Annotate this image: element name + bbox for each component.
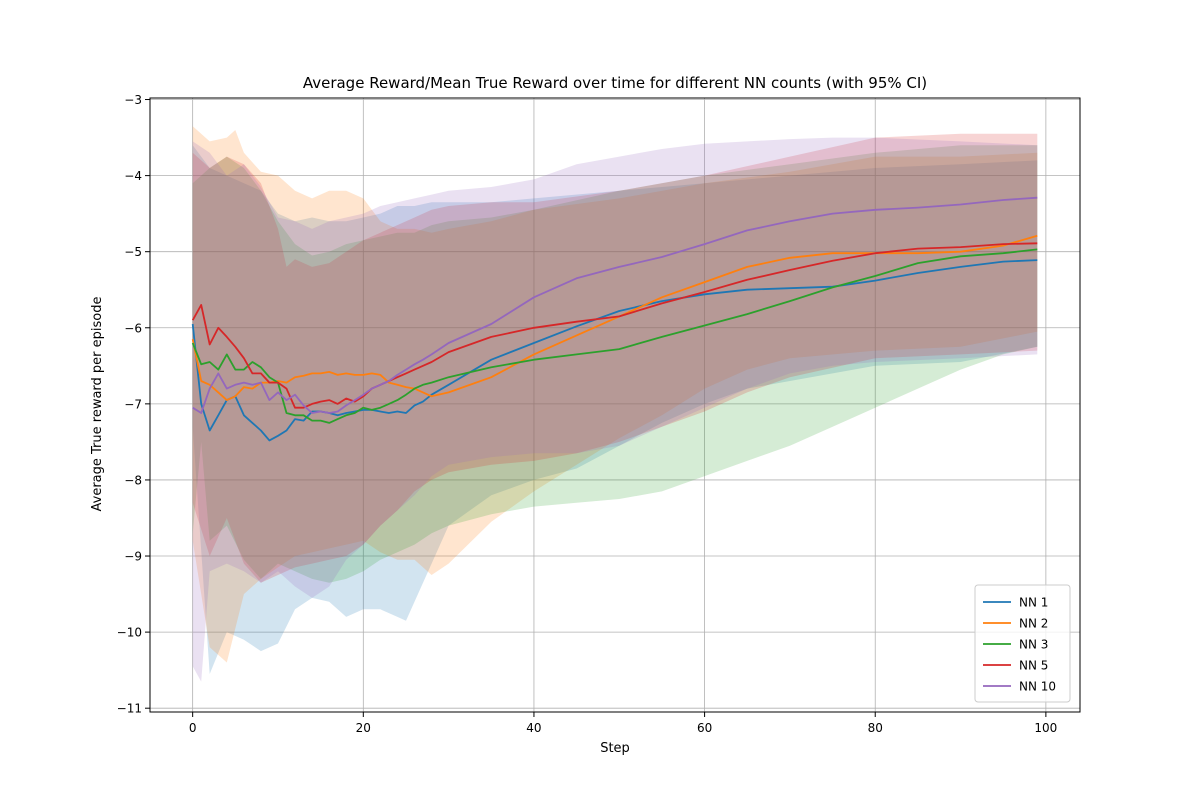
y-tick-label: −7 xyxy=(124,397,142,411)
ci-band-nn-1 xyxy=(192,145,1038,674)
y-tick-label: −3 xyxy=(124,93,142,107)
x-tick-label: 100 xyxy=(1034,721,1057,735)
axis-ticks: 0 20 40 60 80 100 −11 −10 −9 −8 −7 −6 −5 −4 −3 xyxy=(117,93,1058,735)
grid xyxy=(150,98,1080,712)
chart-title: Average Reward/Mean True Reward over tim… xyxy=(303,74,927,92)
series-line-nn-1 xyxy=(191,259,1038,442)
ci-band-nn-5 xyxy=(192,133,1038,583)
x-tick-label: 80 xyxy=(868,721,883,735)
ci-band-nn-2 xyxy=(192,126,1038,663)
legend-label: NN 5 xyxy=(1019,659,1048,673)
y-tick-label: −11 xyxy=(117,702,142,716)
y-tick-label: −5 xyxy=(124,245,142,259)
y-tick-label: −6 xyxy=(124,321,142,335)
legend-label: NN 3 xyxy=(1019,638,1048,652)
x-tick-label: 40 xyxy=(526,721,541,735)
confidence-bands xyxy=(192,126,1038,682)
series-line-nn-3 xyxy=(191,248,1038,424)
legend: NN 1 NN 2 NN 3 NN 5 NN 10 xyxy=(974,584,1071,703)
legend-label: NN 1 xyxy=(1019,596,1048,610)
y-tick-label: −9 xyxy=(124,550,142,564)
x-tick-label: 20 xyxy=(356,721,371,735)
series-lines xyxy=(191,196,1038,442)
plot-frame xyxy=(149,97,1081,713)
y-tick-label: −4 xyxy=(124,169,142,183)
x-tick-label: 60 xyxy=(697,721,712,735)
x-tick-label: 0 xyxy=(189,721,197,735)
series-line-nn-2 xyxy=(191,234,1038,402)
x-axis-label: Step xyxy=(600,741,630,756)
series-line-nn-10 xyxy=(192,196,1038,414)
y-axis-label: Average True reward per episode xyxy=(90,297,105,512)
legend-box xyxy=(974,584,1071,703)
legend-label: NN 10 xyxy=(1019,680,1056,694)
y-tick-label: −10 xyxy=(117,626,142,640)
y-tick-label: −8 xyxy=(124,473,142,487)
ci-band-nn-10 xyxy=(192,137,1038,682)
legend-label: NN 2 xyxy=(1019,617,1048,631)
